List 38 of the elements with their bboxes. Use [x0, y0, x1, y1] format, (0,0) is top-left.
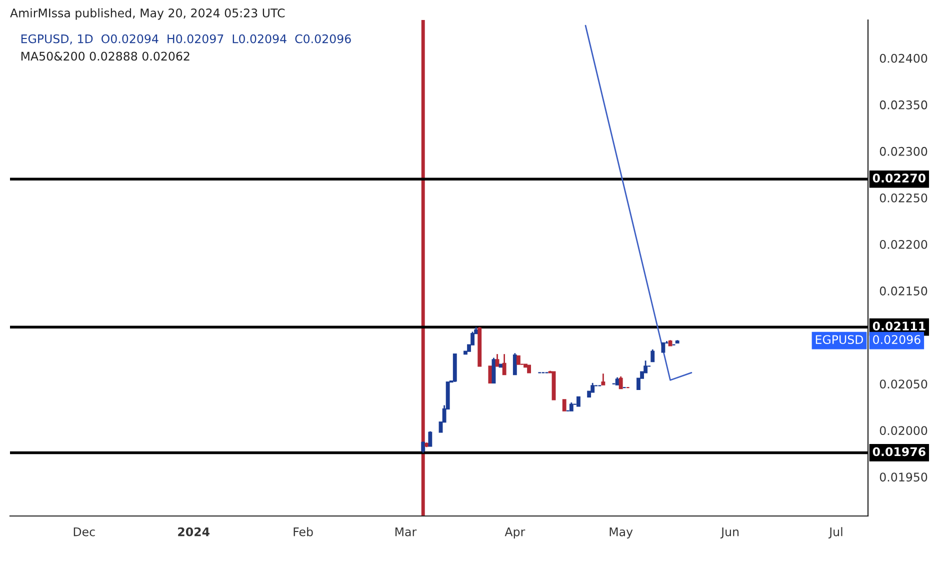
- x-tick-label: Dec: [74, 527, 95, 536]
- candlestick: [492, 357, 496, 384]
- candlestick: [661, 342, 666, 353]
- y-tick-label: 0.02250: [880, 193, 928, 202]
- y-tick-label: 0.02400: [880, 54, 928, 63]
- ref-line-label: 0.02111: [872, 322, 926, 331]
- x-tick-label: 2024: [178, 527, 210, 536]
- text: EGPUSD, 1D O0.02094 H0.02097 L0.02094 C0.02096: [21, 34, 351, 44]
- candlestick: [618, 376, 623, 390]
- annotation: EGPUSD: [816, 335, 864, 344]
- x-tick-label: Apr: [504, 527, 526, 539]
- candlestick: [562, 399, 566, 412]
- candlestick: [488, 366, 492, 384]
- y-tick-label: 0.02350: [880, 100, 928, 110]
- y-tick-label: 0.02200: [880, 240, 928, 249]
- x-tick-label: Jun: [720, 527, 739, 538]
- y-tick-label: 0.02150: [880, 286, 928, 296]
- x-tick-label: Jul: [828, 527, 842, 538]
- candlestick: [576, 396, 580, 407]
- ref-line-label: 0.01976: [872, 447, 926, 456]
- candlestick: [421, 440, 426, 454]
- x-tick-label: Feb: [294, 527, 313, 536]
- candlestick: [601, 372, 606, 386]
- x-tick-label: May: [610, 527, 633, 539]
- ref-line-label: 0.02270: [872, 174, 926, 183]
- annotation: MA50&200 0.02888 0.02062: [21, 52, 190, 61]
- y-tick-label: 0.01950: [880, 472, 928, 482]
- chart-title: AmirMIssa published, May 20, 2024 05:23 UTC: [10, 8, 285, 20]
- candlestick: [650, 348, 655, 362]
- y-tick-label: 0.02050: [880, 380, 928, 389]
- candlestick: [502, 353, 506, 376]
- text: 0.02096: [873, 335, 920, 344]
- candlestick: [428, 430, 432, 447]
- y-tick-label: 0.02300: [880, 146, 928, 156]
- x-tick-label: Mar: [395, 527, 417, 536]
- candlestick: [512, 352, 517, 376]
- y-tick-label: 0.02000: [880, 426, 928, 436]
- candlestick: [495, 353, 500, 367]
